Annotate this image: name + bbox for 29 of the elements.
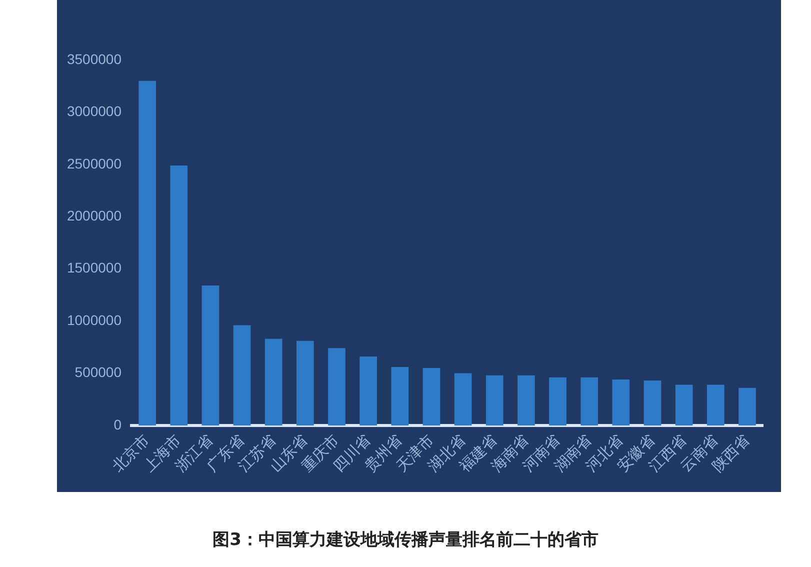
bar [675, 384, 693, 426]
y-tick-label: 500000 [74, 364, 122, 380]
bar [738, 388, 756, 426]
bar [454, 373, 472, 426]
bar [202, 286, 220, 426]
bar [706, 384, 724, 426]
bar [612, 380, 630, 426]
bar [138, 80, 156, 426]
bar [296, 340, 314, 426]
bar [549, 377, 566, 426]
y-tick-label: 0 [114, 416, 122, 432]
y-tick-label: 2000000 [66, 207, 122, 224]
bar [644, 380, 662, 426]
bar [170, 165, 188, 426]
text: 图3：中国算力建设地域传播声量排名前二十的省市 [212, 529, 600, 551]
y-tick-label: 1000000 [66, 312, 122, 328]
bar [391, 366, 409, 426]
bar [518, 375, 535, 426]
y-tick-label: 3000000 [66, 103, 122, 120]
bar [422, 368, 440, 426]
bar [486, 375, 504, 426]
bar [328, 348, 346, 426]
bar [264, 338, 282, 426]
y-tick-label: 2500000 [66, 155, 122, 172]
bar [580, 377, 598, 426]
y-tick-label: 3500000 [66, 50, 122, 67]
y-tick-label: 1500000 [66, 260, 122, 276]
bar [233, 325, 251, 426]
bar [360, 356, 377, 426]
